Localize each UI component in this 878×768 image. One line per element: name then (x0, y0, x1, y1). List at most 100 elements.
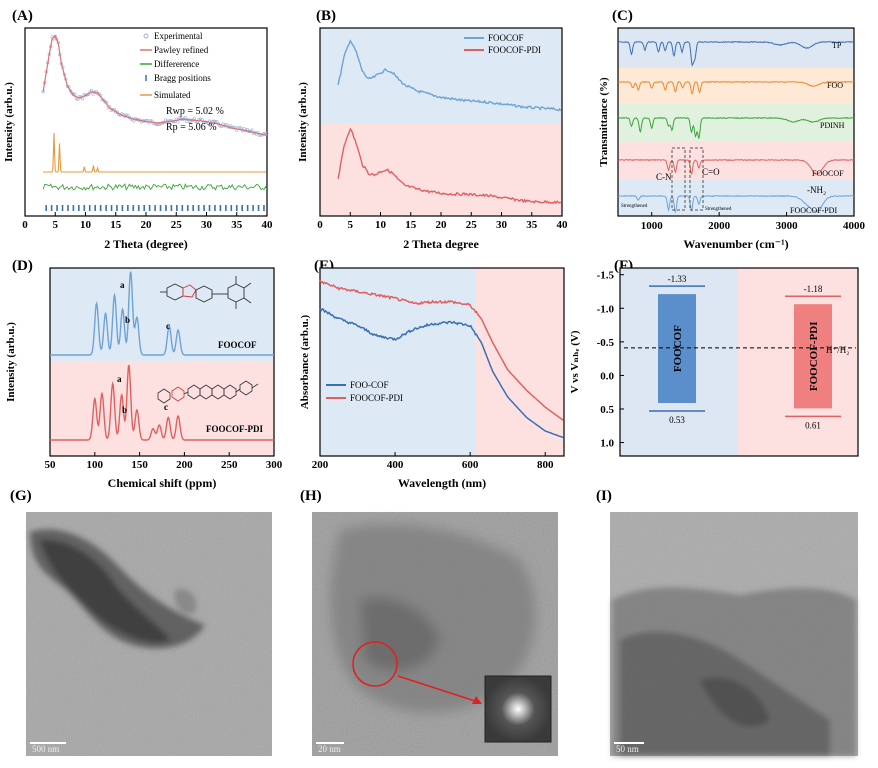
legend: Experimental Pawley refined Differerence… (140, 31, 224, 133)
x-tick-label: 2000 (708, 220, 731, 232)
x-tick-label: 35 (231, 219, 243, 231)
x-tick-label: 30 (496, 219, 508, 231)
panel-i: (I) 50 nm (596, 488, 858, 756)
x-tick-label: 1000 (641, 220, 664, 232)
panel-letter: (B) (316, 8, 336, 24)
vb-value-label: 0.53 (669, 415, 685, 425)
panel-letter: (G) (10, 488, 32, 504)
category-label: FOOCOF-PDI (808, 321, 820, 391)
plot-frame (619, 267, 859, 457)
tem-particle (330, 524, 536, 713)
y-axis-label: Intensity (arb.u.) (3, 82, 15, 162)
series-line (319, 280, 564, 421)
scale-label: 50 nm (616, 744, 639, 754)
legend-label: Differerence (154, 59, 199, 69)
series-label: TP (832, 41, 842, 50)
band-bottom (50, 361, 274, 456)
annotation: Strengthened (705, 207, 732, 212)
legend-label: Experimental (154, 31, 203, 41)
annotation: C=O (702, 167, 720, 177)
y-tick-label: 0.5 (600, 404, 614, 416)
y-tick-label: -0.5 (597, 337, 615, 349)
peak-label: b (122, 405, 127, 415)
x-tick-label: 50 (45, 459, 57, 471)
x-tick-label: 200 (312, 459, 329, 471)
panel-letter: (A) (12, 8, 33, 24)
legend-label: FOOCOF (488, 33, 524, 43)
series-line (50, 271, 274, 356)
legend-label: Pawley refined (154, 45, 209, 55)
x-tick-label: 150 (131, 459, 148, 471)
selected-region (352, 641, 398, 687)
y-axis-label: Absorbance (arb.u.) (299, 314, 311, 409)
annotation: C-N (656, 172, 672, 182)
panel-b: (B) 0 5 10 15 20 25 30 35 40 FOOCOF FOOCOF-PDI 2… (297, 8, 568, 251)
bond (251, 383, 259, 389)
panel-letter: (D) (12, 258, 33, 274)
band-bar (794, 304, 832, 409)
difference-line (42, 182, 268, 191)
bond (235, 388, 241, 393)
x-tick-label: 10 (80, 219, 92, 231)
annotation: Strengthened (621, 204, 648, 209)
x-tick-label: 5 (348, 219, 354, 231)
band-left (320, 268, 476, 456)
scale-bar (30, 742, 66, 744)
series-label: FOOCOF-PDI (790, 206, 837, 215)
plot-frame (49, 267, 275, 457)
band-top (320, 28, 562, 123)
panel-d: (D) 50 100 150 200 250 300 a b c a b c (5, 258, 283, 490)
experimental-point (198, 117, 203, 121)
y-tick-label: -1.5 (597, 270, 615, 282)
fit-annotation: Rwp = 5.02 % (166, 106, 224, 117)
ring (182, 284, 197, 298)
y-tick-label: 0.0 (600, 370, 614, 382)
x-tick-label: 40 (262, 219, 274, 231)
y-axis-label: Intensity (arb.u.) (5, 322, 17, 402)
category-label: FOOCOF (672, 325, 684, 372)
bond (243, 282, 252, 289)
molecule-structure (157, 380, 259, 404)
experimental-point (91, 92, 95, 96)
series-line (337, 127, 562, 205)
ring (157, 388, 171, 404)
x-axis-label: Wavelength (nm) (398, 476, 486, 490)
x-tick-label: 4000 (843, 220, 866, 232)
x-tick-label: 600 (462, 459, 479, 471)
panel-letter: (H) (300, 488, 322, 504)
legend-marker (143, 33, 149, 39)
y-axis-label: Intensity (arb.u.) (297, 82, 309, 162)
scale-label: 500 nm (32, 744, 59, 754)
panel-a: (A) 0 5 10 15 20 25 30 35 40 2 Theta (degree) In… (3, 8, 273, 251)
x-tick-label: 25 (466, 219, 478, 231)
series-label: PDINH (820, 121, 845, 130)
panel-e: (E) 200 400 600 800 FOO-COF FOOCOF-PDI Wave… (299, 258, 565, 490)
ring (239, 380, 253, 396)
x-tick-label: 800 (537, 459, 554, 471)
x-tick-label: 400 (387, 459, 404, 471)
experimental-point (185, 119, 189, 124)
pawley-line (42, 35, 268, 136)
x-tick-label: 30 (201, 219, 213, 231)
x-tick-label: 25 (171, 219, 183, 231)
x-axis-label: 2 Theta degree (403, 237, 479, 251)
series-label: FOOCOF (812, 169, 844, 178)
x-tick-label: 3000 (776, 220, 799, 232)
y-axis-label: Transmittance (%) (598, 77, 610, 167)
series-line (319, 308, 564, 439)
panel-c: (C) 1000 2000 3000 4000 TP FOO PDINH FOOCOF… (598, 8, 866, 251)
ring (195, 285, 213, 303)
annotation: -NH₂ (807, 185, 826, 195)
legend-label: FOO-COF (350, 380, 389, 390)
reference-label: H⁺/H₂ (826, 345, 849, 355)
band-bar (658, 294, 696, 404)
ring (223, 384, 237, 400)
simulated-line (43, 132, 267, 173)
bond (243, 297, 252, 304)
panel-h: (H) 20 nm (300, 488, 558, 756)
y-tick-label: -1.0 (597, 303, 615, 315)
panel-letter: (C) (612, 8, 633, 24)
highlight-box (689, 147, 704, 211)
band-foocof-pdi (618, 180, 854, 216)
